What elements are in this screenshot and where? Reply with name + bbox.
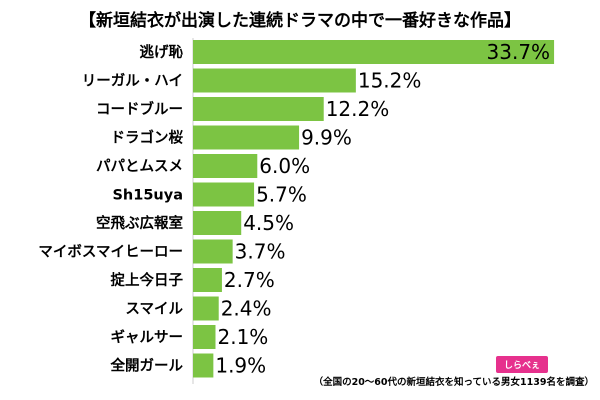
- category-label: コードブルー: [96, 100, 183, 118]
- category-label: 掟上今日子: [111, 271, 184, 289]
- bar: [193, 268, 222, 292]
- category-label: 空飛ぶ広報室: [96, 214, 183, 232]
- value-label: 2.1%: [218, 325, 269, 349]
- bar: [193, 239, 233, 264]
- bar: [193, 68, 356, 93]
- value-label: 15.2%: [358, 69, 422, 93]
- brand-logo: しらべぇ: [496, 356, 548, 373]
- category-label: 全開ガール: [110, 357, 184, 375]
- bar: [193, 154, 258, 178]
- chart-title: 【新垣結衣が出演した連続ドラマの中で一番好きな作品】: [79, 11, 521, 31]
- brand-logo-text: しらべぇ: [503, 361, 540, 371]
- bar-series: [193, 40, 555, 378]
- bar: [193, 325, 216, 349]
- category-label: マイボスマイヒーロー: [38, 244, 183, 261]
- value-label: 4.5%: [243, 211, 294, 235]
- bar: [193, 353, 214, 378]
- category-label: リーガル・ハイ: [82, 73, 183, 90]
- value-label: 12.2%: [326, 97, 390, 121]
- value-label: 2.4%: [221, 297, 272, 321]
- value-label: 33.7%: [487, 40, 551, 64]
- value-label: 5.7%: [256, 183, 307, 207]
- category-label: ギャルサー: [111, 329, 184, 346]
- value-label: 2.7%: [224, 268, 275, 292]
- category-label: Sh15uya: [112, 188, 183, 204]
- bar: [193, 296, 219, 321]
- bar: [193, 211, 242, 235]
- value-label: 1.9%: [215, 354, 266, 378]
- value-data-labels: 33.7% 15.2% 12.2% 9.9% 6.0% 5.7% 4.5% 3.7% 2.7% 2…: [215, 40, 550, 378]
- category-label: スマイル: [125, 302, 183, 318]
- bar: [193, 182, 255, 207]
- category-label: ドラゴン桜: [111, 129, 184, 147]
- category-label: 逃げ恥: [140, 43, 184, 61]
- value-label: 3.7%: [235, 240, 286, 264]
- bar: [193, 125, 300, 150]
- bar: [193, 40, 555, 64]
- bar: [193, 97, 324, 121]
- category-label: パパとムスメ: [96, 158, 183, 175]
- survey-note: （全国の20～60代の新垣結衣を知っている男女1139名を調査）: [313, 377, 594, 388]
- value-label: 9.9%: [301, 126, 352, 150]
- value-label: 6.0%: [259, 154, 310, 178]
